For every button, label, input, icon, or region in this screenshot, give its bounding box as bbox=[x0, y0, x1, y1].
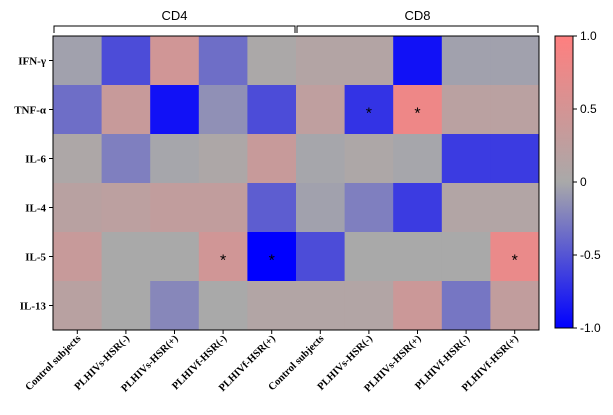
heatmap-cell bbox=[344, 232, 394, 282]
heatmap-cell bbox=[393, 183, 443, 233]
heatmap-cell bbox=[441, 36, 491, 86]
heatmap-cell bbox=[490, 232, 540, 282]
heatmap-cell bbox=[53, 134, 102, 184]
heatmap-cell bbox=[247, 183, 297, 233]
group-label: CD8 bbox=[404, 8, 430, 23]
color-scale-bar: 1.0 0.5 0 -0.5 -1.0 bbox=[554, 29, 601, 335]
heatmap-cell bbox=[490, 36, 540, 86]
heatmap-cell bbox=[344, 85, 394, 135]
row-labels: IFN-γ TNF-α IL-6 IL-4 IL-5 IL-13 bbox=[14, 56, 53, 313]
heatmap-grid: * * * * * bbox=[52, 35, 540, 331]
heatmap-cell bbox=[198, 36, 248, 86]
heatmap-cell bbox=[296, 36, 345, 86]
heatmap-cell bbox=[150, 85, 200, 135]
row-label: IL-4 bbox=[25, 203, 46, 215]
heatmap-cell bbox=[247, 281, 297, 331]
heatmap-cell bbox=[53, 232, 102, 282]
heatmap-cell bbox=[150, 134, 200, 184]
heatmap-cell bbox=[296, 281, 345, 331]
color-scale-tick-label: -0.5 bbox=[580, 248, 601, 262]
row-label: TNF-α bbox=[14, 105, 47, 117]
heatmap-cell bbox=[490, 281, 540, 331]
heatmap-cell bbox=[344, 36, 394, 86]
color-scale-tick-label: 0 bbox=[580, 175, 587, 189]
row-label: IL-5 bbox=[25, 252, 46, 264]
heatmap-cell bbox=[198, 232, 248, 282]
heatmap-cell bbox=[296, 183, 345, 233]
heatmap-cell bbox=[150, 281, 200, 331]
heatmap-cell bbox=[101, 281, 151, 331]
heatmap-cell bbox=[344, 281, 394, 331]
heatmap-cell bbox=[490, 134, 540, 184]
group-bracket bbox=[53, 25, 296, 33]
color-scale-tick-label: 0.5 bbox=[580, 102, 597, 116]
group-brackets: CD4 CD8 bbox=[53, 8, 539, 33]
group-label: CD4 bbox=[161, 8, 187, 23]
heatmap-cell bbox=[296, 85, 345, 135]
heatmap-cell bbox=[198, 183, 248, 233]
significance-marker: * bbox=[269, 253, 275, 270]
heatmap-cell bbox=[247, 36, 297, 86]
heatmap-cell bbox=[247, 85, 297, 135]
heatmap-cell bbox=[441, 85, 491, 135]
heatmap-cell bbox=[393, 281, 443, 331]
heatmap-cell bbox=[393, 232, 443, 282]
heatmap-cell bbox=[150, 232, 200, 282]
group-bracket bbox=[296, 25, 539, 33]
heatmap-cell bbox=[344, 183, 394, 233]
row-label: IL-13 bbox=[20, 301, 47, 313]
heatmap-cell bbox=[198, 281, 248, 331]
heatmap-cell bbox=[150, 183, 200, 233]
color-scale-tick-label: 1.0 bbox=[580, 29, 597, 43]
significance-marker: * bbox=[414, 106, 420, 123]
heatmap-cell bbox=[101, 36, 151, 86]
heatmap-cell bbox=[247, 134, 297, 184]
heatmap-cell bbox=[150, 36, 200, 86]
heatmap-cell bbox=[441, 232, 491, 282]
heatmap-cell bbox=[490, 85, 540, 135]
heatmap-cell bbox=[393, 85, 443, 135]
row-label: IL-6 bbox=[25, 154, 46, 166]
significance-marker: * bbox=[220, 253, 226, 270]
heatmap-cell bbox=[393, 134, 443, 184]
heatmap-cell bbox=[101, 134, 151, 184]
heatmap-cell bbox=[198, 85, 248, 135]
color-scale-tick-label: -1.0 bbox=[580, 321, 601, 335]
heatmap-cell bbox=[490, 183, 540, 233]
heatmap-cell bbox=[101, 183, 151, 233]
heatmap-cell bbox=[101, 85, 151, 135]
grid-frame bbox=[52, 35, 540, 331]
heatmap-cell bbox=[393, 36, 443, 86]
heatmap-cell bbox=[441, 183, 491, 233]
significance-marker: * bbox=[366, 106, 372, 123]
heatmap-cell bbox=[53, 281, 102, 331]
heatmap-cell bbox=[247, 232, 297, 282]
heatmap-cell bbox=[101, 232, 151, 282]
column-labels: Control subjectsPLHIVs-HSR(-)PLHIVs-HSR(… bbox=[24, 330, 521, 394]
heatmap-cell bbox=[296, 134, 345, 184]
color-scale-gradient bbox=[554, 35, 574, 329]
heatmap-cell bbox=[53, 183, 102, 233]
heatmap-cell bbox=[344, 134, 394, 184]
heatmap-cell bbox=[296, 232, 345, 282]
significance-marker: * bbox=[512, 253, 518, 270]
heatmap-cell bbox=[53, 85, 102, 135]
row-label: IFN-γ bbox=[18, 56, 46, 68]
heatmap-cell bbox=[441, 134, 491, 184]
heatmap-cell bbox=[53, 36, 102, 86]
heatmap-cell bbox=[441, 281, 491, 331]
heatmap-cell bbox=[198, 134, 248, 184]
